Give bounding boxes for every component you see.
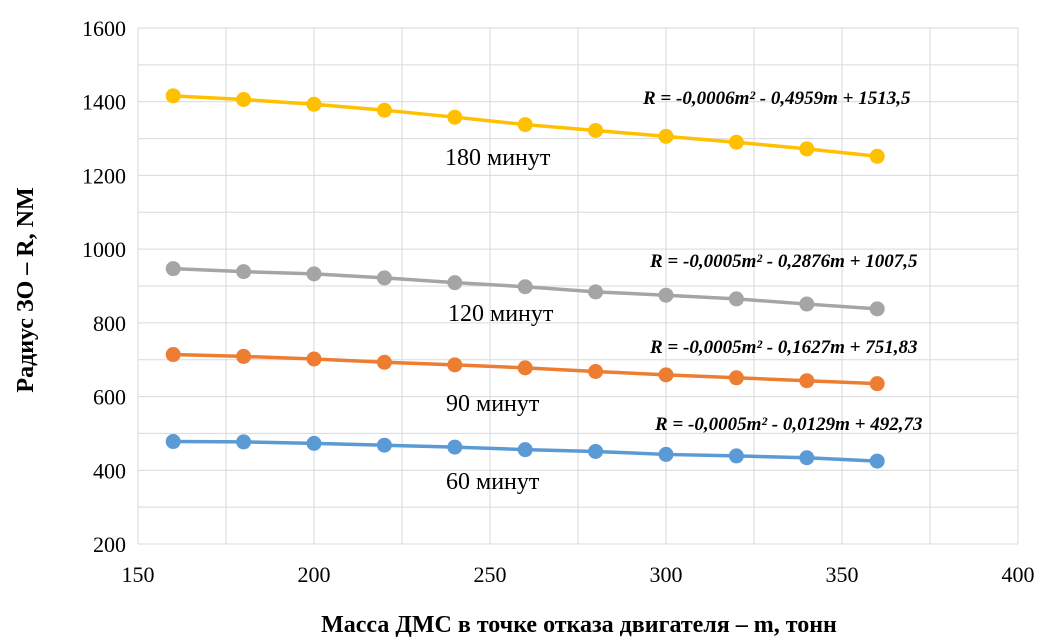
data-point — [376, 437, 392, 453]
data-point — [236, 348, 252, 364]
x-tick-label: 150 — [122, 562, 155, 587]
data-point — [165, 434, 181, 450]
series-name-label: 180 минут — [445, 145, 551, 171]
data-point — [588, 443, 604, 459]
data-point — [799, 141, 815, 157]
series-1 — [165, 261, 885, 317]
x-axis-title: Масса ДМС в точке отказа двигателя – m, … — [321, 612, 837, 638]
series-name-label: 120 минут — [448, 301, 554, 327]
y-tick-label: 1600 — [82, 16, 126, 41]
data-point — [728, 448, 744, 464]
data-point — [447, 439, 463, 455]
data-point — [306, 351, 322, 367]
x-tick-label: 400 — [1002, 562, 1035, 587]
y-tick-label: 1200 — [82, 163, 126, 188]
data-point — [588, 364, 604, 380]
trendline-equation: R = -0,0006m² - 0,4959m + 1513,5 — [642, 88, 911, 109]
data-point — [588, 284, 604, 300]
data-point — [447, 357, 463, 373]
data-point — [165, 261, 181, 277]
series-2 — [165, 347, 885, 392]
data-point — [376, 354, 392, 370]
data-point — [869, 301, 885, 317]
x-tick-label: 350 — [826, 562, 859, 587]
data-point — [236, 92, 252, 108]
data-point — [306, 96, 322, 112]
data-point — [376, 102, 392, 118]
data-point — [658, 128, 674, 144]
y-tick-label: 1400 — [82, 90, 126, 115]
y-tick-label: 1000 — [82, 237, 126, 262]
data-point — [658, 287, 674, 303]
data-point — [869, 148, 885, 164]
series-0 — [165, 88, 885, 164]
data-point — [658, 446, 674, 462]
data-point — [447, 275, 463, 291]
trendline-equation: R = -0,0005m² - 0,2876m + 1007,5 — [649, 251, 918, 272]
data-point — [376, 270, 392, 286]
data-point — [517, 117, 533, 133]
data-point — [658, 367, 674, 383]
series-3 — [165, 434, 885, 469]
data-point — [728, 134, 744, 150]
y-axis-title: Радиус ЗО – R, NM — [13, 187, 39, 392]
series-group — [165, 88, 885, 469]
x-tick-label: 250 — [474, 562, 507, 587]
y-tick-label: 600 — [93, 385, 126, 410]
y-tick-label: 800 — [93, 311, 126, 336]
data-point — [517, 279, 533, 295]
data-point — [517, 442, 533, 458]
data-point — [799, 450, 815, 466]
trendline-equation: R = -0,0005m² - 0,0129m + 492,73 — [654, 414, 922, 435]
data-point — [588, 122, 604, 138]
data-point — [799, 373, 815, 389]
data-point — [447, 109, 463, 125]
tick-labels: 150 200 250 300 350 400 200 400 600 800 1000 1200 14… — [82, 16, 1035, 587]
grid — [137, 27, 1019, 545]
data-point — [728, 370, 744, 386]
y-tick-label: 400 — [93, 458, 126, 483]
data-point — [728, 291, 744, 307]
x-tick-label: 300 — [650, 562, 683, 587]
series-name-label: 90 минут — [446, 391, 540, 417]
series-labels: 180 минут R = -0,0006m² - 0,4959m + 1513,… — [445, 88, 922, 495]
series-name-label: 60 минут — [446, 469, 540, 495]
data-point — [165, 88, 181, 104]
data-point — [236, 434, 252, 450]
y-tick-label: 200 — [93, 532, 126, 557]
x-tick-label: 200 — [298, 562, 331, 587]
data-point — [236, 264, 252, 280]
data-point — [517, 360, 533, 376]
data-point — [869, 453, 885, 469]
data-point — [306, 266, 322, 282]
data-point — [306, 435, 322, 451]
data-point — [165, 347, 181, 363]
data-point — [799, 296, 815, 312]
data-point — [869, 376, 885, 392]
trendline-equation: R = -0,0005m² - 0,1627m + 751,83 — [649, 337, 917, 358]
